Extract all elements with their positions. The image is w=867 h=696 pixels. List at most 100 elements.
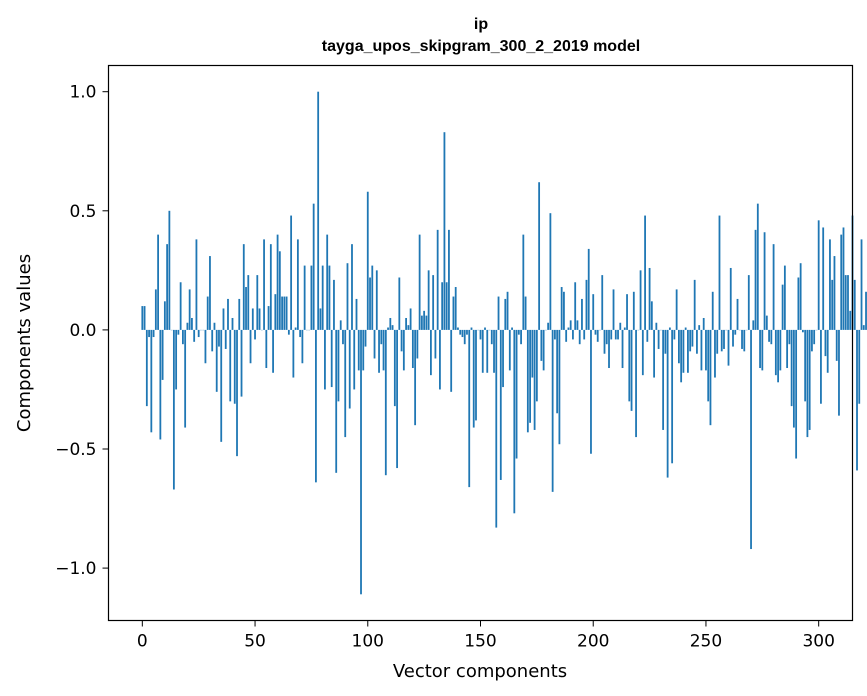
bar	[389, 317, 392, 330]
bar	[838, 329, 840, 416]
bar	[517, 329, 520, 335]
bar	[847, 275, 849, 330]
bar	[450, 329, 453, 392]
bar	[743, 329, 746, 352]
bar	[639, 270, 642, 330]
bar	[269, 244, 272, 330]
bar	[251, 308, 254, 330]
bar	[157, 234, 159, 330]
bar	[283, 296, 286, 330]
bar	[682, 329, 685, 373]
bar	[497, 296, 500, 330]
bar	[366, 191, 369, 330]
bar	[792, 329, 795, 428]
bar	[542, 329, 545, 371]
bar	[290, 215, 293, 330]
bar	[849, 310, 852, 330]
bar	[576, 320, 579, 330]
bar	[587, 248, 590, 330]
bar	[486, 329, 489, 373]
bar	[668, 327, 671, 330]
bar	[384, 329, 387, 476]
chart-title-line2: tayga_upos_skipgram_300_2_2019 model	[322, 38, 640, 55]
bar	[729, 267, 732, 330]
bar	[646, 329, 649, 342]
bar	[531, 329, 534, 378]
bar	[858, 329, 861, 404]
bar	[362, 329, 365, 371]
bar	[254, 329, 256, 340]
bar	[556, 329, 559, 414]
bar	[328, 265, 331, 330]
bar	[414, 329, 417, 426]
bar	[481, 329, 484, 373]
bar	[466, 329, 468, 335]
bar	[490, 329, 493, 345]
bar	[691, 329, 694, 347]
bar	[572, 329, 574, 340]
bar	[786, 329, 789, 369]
bar	[578, 329, 581, 345]
bar	[655, 322, 658, 330]
bar	[513, 329, 516, 514]
bar	[515, 329, 518, 459]
bar	[182, 329, 184, 345]
bar	[590, 329, 592, 454]
bar	[558, 329, 561, 445]
bar	[844, 275, 847, 330]
bar	[197, 329, 200, 338]
bar	[141, 306, 144, 330]
y-tick-label: 1.0	[69, 83, 96, 103]
bar	[179, 282, 182, 330]
bar	[292, 329, 295, 378]
bar	[211, 329, 214, 352]
bar	[274, 294, 277, 330]
bar	[420, 315, 423, 330]
bar	[808, 329, 811, 430]
bar	[186, 322, 189, 330]
bar	[711, 291, 714, 330]
bar	[822, 227, 825, 330]
bar	[671, 329, 674, 464]
y-axis-label: Components values	[14, 254, 35, 432]
bar	[824, 329, 827, 357]
bar	[763, 232, 766, 330]
bar	[398, 277, 401, 330]
bar	[369, 277, 371, 330]
bar	[224, 329, 227, 349]
bar	[339, 320, 342, 330]
bar	[353, 329, 356, 390]
bar	[272, 329, 274, 373]
bar	[540, 329, 543, 361]
bar	[734, 329, 737, 335]
bar	[806, 329, 809, 438]
bar	[220, 329, 223, 442]
bar	[344, 329, 347, 438]
bar	[457, 327, 459, 330]
bar	[238, 298, 241, 330]
bar	[236, 329, 238, 457]
chart-title-line1: ip	[474, 16, 488, 33]
bar	[484, 327, 486, 330]
x-tick-label: 50	[244, 632, 266, 652]
bar	[650, 301, 653, 330]
bar	[783, 265, 786, 330]
x-tick-label: 0	[137, 632, 148, 652]
bar	[678, 329, 680, 364]
x-tick-label: 250	[690, 632, 722, 652]
bar	[664, 329, 667, 354]
bar	[317, 91, 320, 330]
bar	[402, 329, 405, 371]
bar	[281, 296, 283, 330]
bar	[630, 329, 633, 411]
bar	[287, 329, 290, 335]
bar	[817, 220, 820, 330]
bar	[355, 298, 358, 330]
bar	[632, 291, 635, 330]
bar	[326, 234, 329, 330]
bar	[804, 329, 807, 402]
bar	[468, 329, 471, 488]
bar	[563, 291, 565, 330]
bar	[245, 287, 247, 330]
